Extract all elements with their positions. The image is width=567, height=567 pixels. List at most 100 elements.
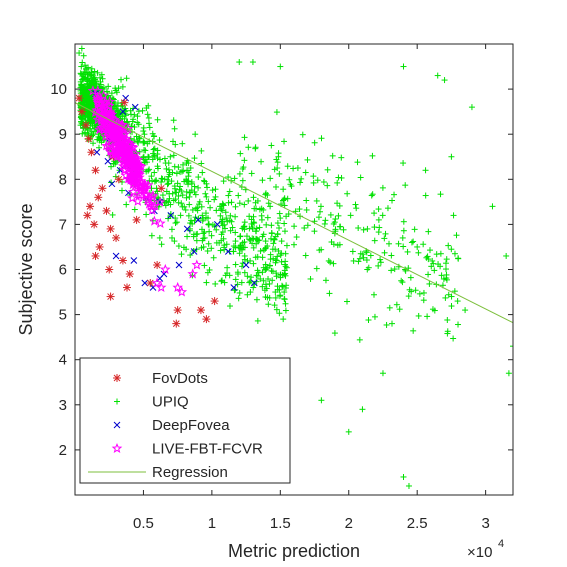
- point-upiq: [334, 200, 341, 207]
- point-upiq: [241, 134, 248, 141]
- legend-marker-deepfovea: [113, 421, 121, 429]
- point-upiq: [118, 76, 125, 83]
- point-upiq: [281, 295, 288, 302]
- point-upiq: [251, 280, 258, 287]
- point-upiq: [198, 147, 205, 154]
- point-upiq: [489, 203, 496, 210]
- point-upiq: [213, 207, 220, 214]
- point-upiq: [202, 190, 209, 197]
- point-upiq: [399, 279, 406, 286]
- point-upiq: [505, 370, 512, 377]
- point-upiq: [185, 212, 192, 219]
- point-upiq: [363, 257, 370, 264]
- point-live-fbt-fcvr: [172, 281, 184, 293]
- point-upiq: [393, 301, 400, 308]
- point-upiq: [268, 229, 275, 236]
- point-upiq: [78, 71, 85, 78]
- point-deepfovea: [230, 284, 238, 291]
- point-live-fbt-fcvr: [127, 192, 138, 203]
- point-upiq: [322, 217, 329, 224]
- point-fovdots: [91, 251, 100, 260]
- y-tick-label: 3: [59, 397, 67, 414]
- point-upiq: [281, 228, 288, 235]
- point-upiq: [298, 175, 305, 182]
- point-upiq: [118, 187, 125, 194]
- point-upiq: [377, 259, 384, 266]
- point-fovdots: [153, 260, 162, 269]
- point-upiq: [205, 240, 212, 247]
- legend-label: Regression: [152, 464, 228, 481]
- y-tick-label: 4: [59, 352, 67, 369]
- point-upiq: [400, 160, 407, 167]
- point-upiq: [89, 77, 96, 84]
- point-fovdots: [202, 315, 211, 324]
- point-upiq: [171, 183, 178, 190]
- point-upiq: [280, 197, 287, 204]
- point-upiq: [140, 124, 147, 131]
- legend-marker-upiq: [114, 398, 120, 405]
- point-upiq: [221, 279, 228, 286]
- point-upiq: [248, 216, 255, 223]
- point-upiq: [260, 231, 267, 238]
- point-fovdots: [75, 94, 84, 103]
- point-upiq: [98, 71, 105, 78]
- point-upiq: [243, 233, 250, 240]
- point-upiq: [239, 225, 246, 232]
- point-live-fbt-fcvr: [154, 196, 166, 207]
- point-upiq: [260, 277, 267, 284]
- point-deepfovea: [213, 221, 221, 228]
- legend: FovDots UPIQ DeepFovea LIVE-FBT-FCVR Regress…: [79, 357, 291, 484]
- point-upiq: [217, 212, 224, 219]
- y-tick-label: 5: [59, 307, 67, 324]
- point-upiq: [169, 234, 176, 241]
- point-upiq: [320, 179, 327, 186]
- point-live-fbt-fcvr: [114, 141, 126, 152]
- point-deepfovea: [183, 225, 191, 233]
- point-upiq: [230, 243, 237, 250]
- point-upiq: [146, 120, 153, 127]
- point-upiq: [375, 206, 382, 213]
- point-upiq: [424, 313, 431, 320]
- point-upiq: [411, 226, 418, 233]
- point-deepfovea: [224, 248, 232, 255]
- point-upiq: [236, 59, 243, 66]
- point-upiq: [315, 214, 322, 221]
- point-upiq: [210, 254, 217, 261]
- point-upiq: [177, 183, 184, 190]
- point-upiq: [205, 221, 212, 228]
- point-live-fbt-fcvr: [92, 97, 104, 108]
- point-upiq: [415, 312, 422, 319]
- point-upiq: [340, 226, 347, 233]
- point-upiq: [191, 155, 198, 162]
- point-upiq: [318, 135, 325, 142]
- point-upiq: [171, 238, 178, 245]
- point-upiq: [262, 294, 269, 301]
- point-upiq: [398, 277, 405, 284]
- point-live-fbt-fcvr: [128, 178, 139, 189]
- point-upiq: [142, 147, 149, 154]
- point-upiq: [194, 207, 201, 214]
- point-upiq: [280, 316, 287, 323]
- point-upiq: [353, 205, 360, 212]
- point-fovdots: [90, 220, 99, 229]
- point-upiq: [201, 229, 208, 236]
- point-live-fbt-fcvr: [130, 148, 141, 159]
- point-upiq: [144, 111, 151, 118]
- point-upiq: [151, 145, 158, 152]
- point-upiq: [252, 254, 259, 261]
- point-upiq: [381, 235, 388, 242]
- point-upiq: [133, 133, 140, 140]
- point-upiq: [402, 182, 409, 189]
- point-upiq: [203, 279, 210, 286]
- point-upiq: [219, 222, 226, 229]
- point-upiq: [433, 251, 440, 258]
- point-upiq: [389, 320, 396, 327]
- point-upiq: [252, 199, 259, 206]
- point-upiq: [368, 192, 375, 199]
- legend-marker-fovdots: [113, 374, 121, 382]
- point-upiq: [181, 203, 188, 210]
- point-upiq: [184, 167, 191, 174]
- point-upiq: [221, 242, 228, 249]
- point-fovdots: [196, 306, 205, 315]
- point-upiq: [347, 212, 354, 219]
